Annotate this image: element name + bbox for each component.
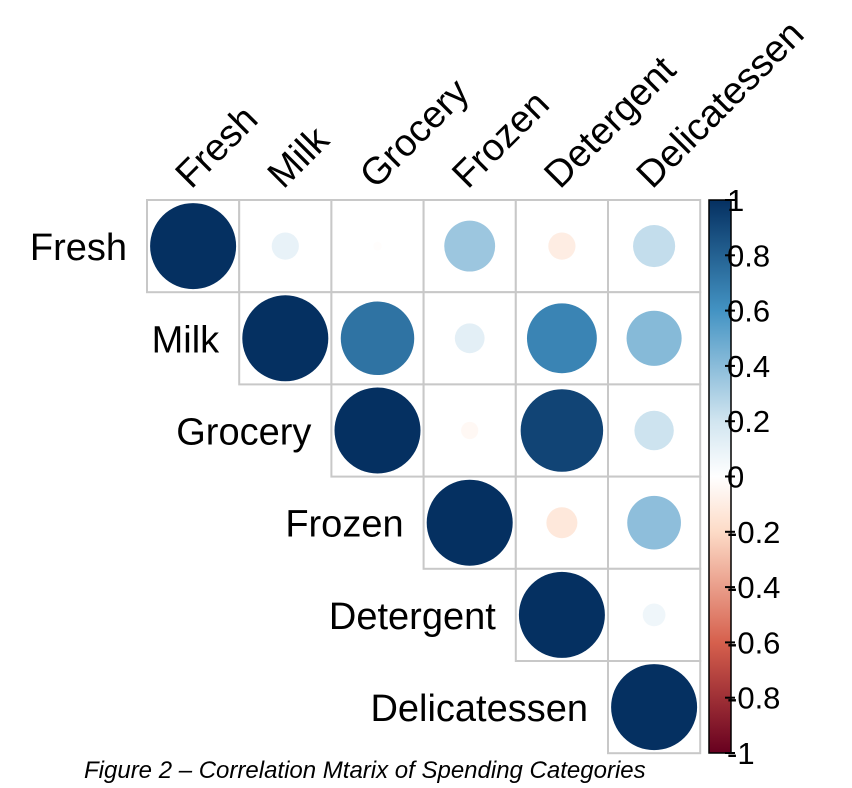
- colorbar-tick-label: 1: [727, 183, 744, 218]
- colorbar-tick-label: 0.2: [727, 404, 770, 439]
- correlation-circle-fresh-grocery: [373, 241, 382, 251]
- correlation-circle-grocery-grocery: [334, 387, 421, 474]
- correlation-circle-milk-detergent: [526, 303, 597, 374]
- colorbar-tick-label: -0.6: [727, 625, 780, 660]
- correlation-circle-fresh-frozen: [444, 220, 496, 272]
- correlation-circles: [150, 203, 698, 751]
- correlation-circle-detergent-delicatessen: [642, 603, 666, 627]
- colorbar-tick-label: 0.6: [727, 294, 770, 329]
- correlation-circle-grocery-frozen: [461, 421, 479, 440]
- correlation-circle-frozen-delicatessen: [627, 495, 681, 550]
- column-label-fresh: Fresh: [168, 98, 266, 196]
- row-label-frozen: Frozen: [285, 504, 403, 546]
- correlation-circle-fresh-delicatessen: [633, 225, 676, 268]
- correlation-circle-grocery-detergent: [520, 389, 604, 472]
- correlation-circle-milk-grocery: [340, 301, 415, 376]
- row-label-fresh: Fresh: [30, 227, 127, 269]
- correlation-circle-delicatessen-delicatessen: [611, 664, 698, 751]
- colorbar-tick-label: 0.8: [727, 238, 770, 273]
- row-labels: Fresh Milk Grocery Frozen Detergent Delicates…: [30, 227, 588, 730]
- correlation-circle-milk-milk: [242, 295, 329, 382]
- correlation-circle-frozen-frozen: [426, 479, 513, 566]
- figure-caption: Figure 2 – Correlation Mtarix of Spendin…: [84, 757, 646, 784]
- colorbar-tick-label: 0: [727, 460, 744, 495]
- correlation-circle-fresh-detergent: [548, 232, 576, 260]
- row-label-grocery: Grocery: [176, 412, 311, 454]
- colorbar-tick-label: -0.8: [727, 681, 780, 716]
- row-label-delicatessen: Delicatessen: [370, 688, 588, 730]
- colorbar-tick-label: 0.4: [727, 349, 770, 384]
- colorbar: 1 0.8 0.6 0.4 0.2 0 -0.2 -0.4 -0.6 -0.8 -1: [708, 183, 780, 771]
- row-label-detergent: Detergent: [329, 596, 496, 638]
- correlation-circle-detergent-detergent: [518, 571, 605, 658]
- colorbar-tick-label: -1: [727, 736, 755, 771]
- correlation-circle-frozen-detergent: [546, 507, 578, 539]
- correlation-circle-fresh-milk: [271, 232, 299, 260]
- colorbar-tick-label: -0.4: [727, 570, 780, 605]
- column-label-milk: Milk: [260, 118, 338, 196]
- correlation-circle-grocery-delicatessen: [634, 410, 674, 451]
- row-label-milk: Milk: [152, 319, 221, 361]
- correlation-circle-milk-frozen: [454, 323, 485, 354]
- correlation-circle-milk-delicatessen: [626, 310, 682, 366]
- colorbar-tick-label: -0.2: [727, 515, 780, 550]
- correlation-circle-fresh-fresh: [150, 203, 237, 290]
- matrix-grid: [146, 199, 702, 755]
